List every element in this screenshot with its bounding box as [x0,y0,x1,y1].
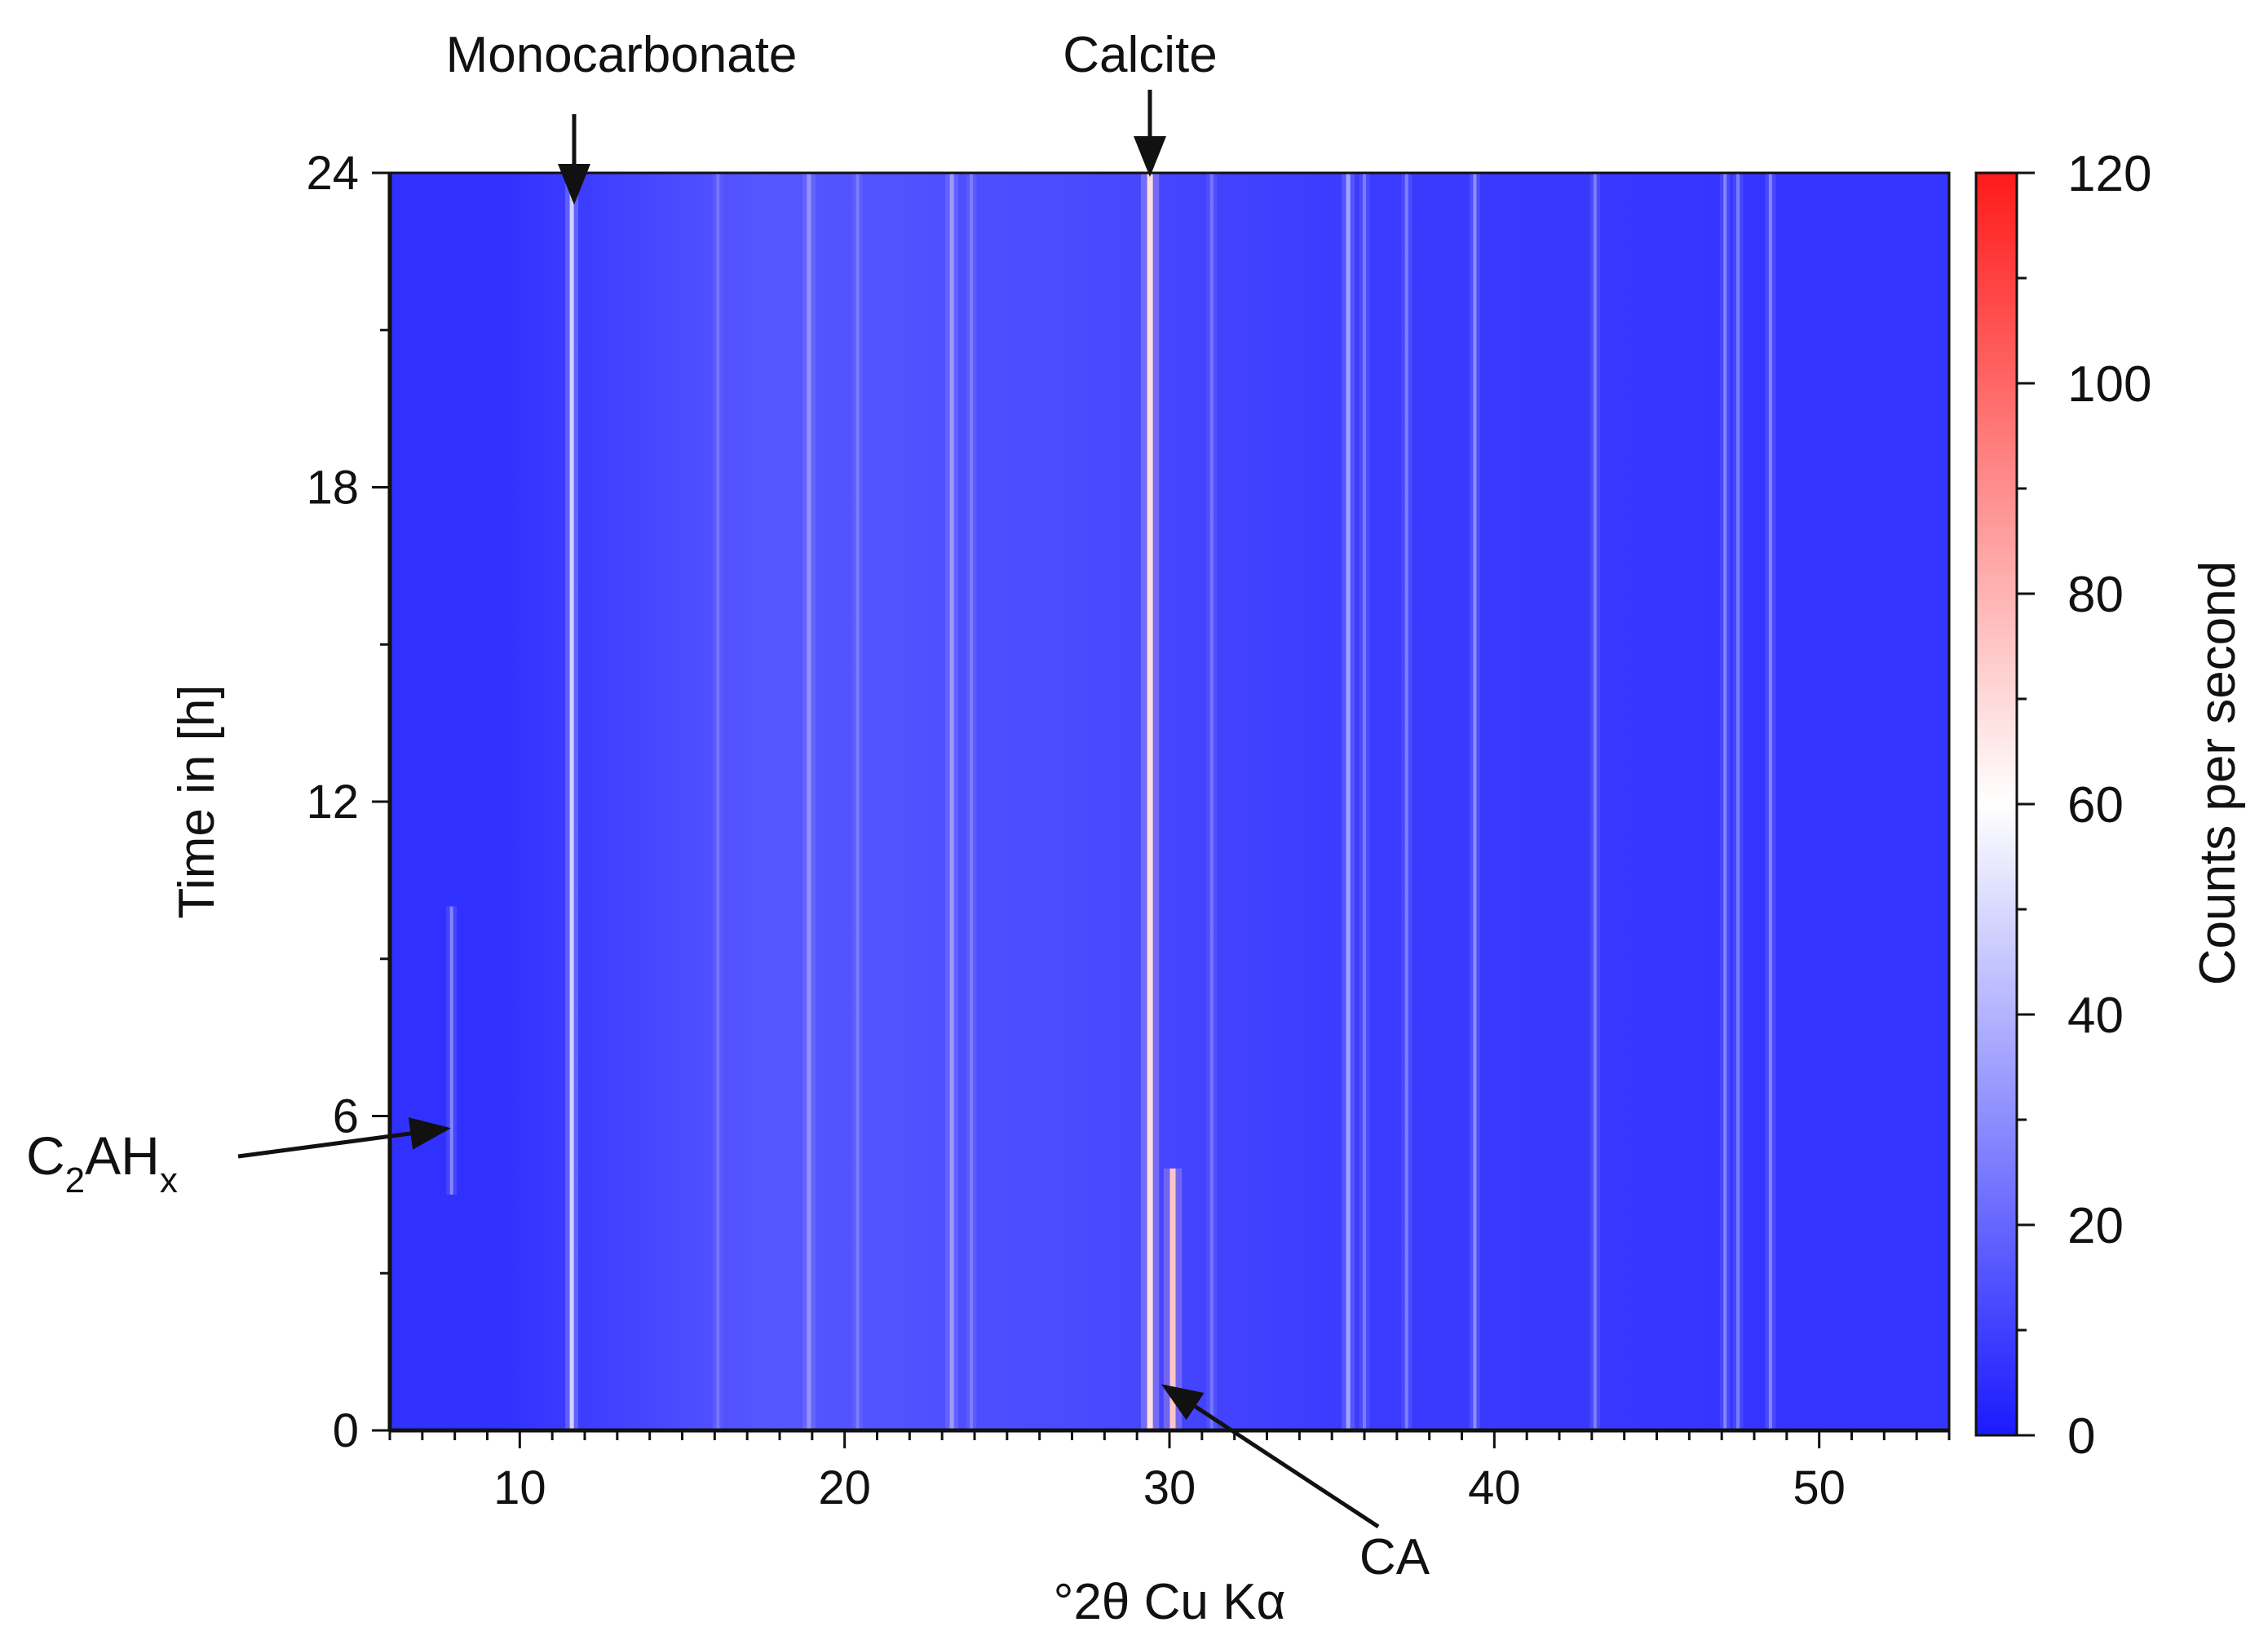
annotation-ca: CA [1359,1529,1430,1585]
colorbar-tick-label: 100 [2067,356,2151,413]
peak-line [1363,173,1366,1430]
colorbar-label: Counts per second [2190,561,2246,985]
colorbar-tick-label: 80 [2067,567,2124,623]
y-tick-label: 18 [306,462,359,515]
colorbar-scale [1974,171,2018,1437]
x-tick-label: 10 [493,1461,546,1514]
colorbar: 0 20 40 60 80 100 120 Counts per second [1974,146,2246,1465]
diffraction-peaks-layer [446,173,1776,1430]
peak-line [1723,173,1727,1430]
annotation-monocarbonate: Monocarbonate [446,27,798,83]
peak-line [1404,173,1408,1430]
arrow-c2ahx [237,1117,451,1159]
y-tick-label: 12 [306,776,359,829]
x-tick-label: 50 [1793,1461,1846,1514]
axes: 10 20 30 40 50 0 6 12 18 24 [306,147,1951,1514]
annotation-calcite: Calcite [1063,27,1218,83]
x-tick-label: 40 [1468,1461,1521,1514]
annotations: Monocarbonate Calcite CA C2AHx [26,27,1430,1585]
annotation-c2ahx: C2AHx [26,1125,178,1200]
heatmap-plot-area [390,173,1949,1430]
peak-line [1147,173,1153,1430]
x-axis-label: °2θ Cu Kα [1054,1574,1286,1630]
y-tick-label: 6 [333,1090,359,1143]
peak-line [1768,173,1772,1430]
peak-line [855,173,860,1430]
peak-line [807,173,811,1430]
colorbar-tick-label: 60 [2067,777,2124,833]
y-tick-label: 24 [306,147,359,200]
peak-line [1209,173,1214,1430]
colorbar-tick-label: 20 [2067,1198,2124,1254]
peak-line [1736,173,1740,1430]
peak-line [569,173,574,1430]
peak-line [1169,1168,1176,1430]
colorbar-tick-label: 0 [2067,1408,2095,1465]
colorbar-tick-label: 120 [2067,146,2151,202]
y-tick-label: 0 [333,1404,359,1457]
colorbar-ticks: 0 20 40 60 80 100 120 [2017,146,2151,1465]
arrow-ca [1161,1384,1380,1529]
peak-line [1346,173,1351,1430]
x-tick-label: 20 [818,1461,871,1514]
peak-line [716,173,720,1430]
y-axis-label: Time in [h] [169,684,225,918]
peak-line [1593,173,1597,1430]
peak-line [449,906,453,1195]
peak-line [949,173,954,1430]
peak-line [970,173,973,1430]
colorbar-tick-label: 40 [2067,988,2124,1044]
x-tick-label: 30 [1143,1461,1196,1514]
heatmap-background [390,173,1949,1430]
peak-line [1473,173,1477,1430]
